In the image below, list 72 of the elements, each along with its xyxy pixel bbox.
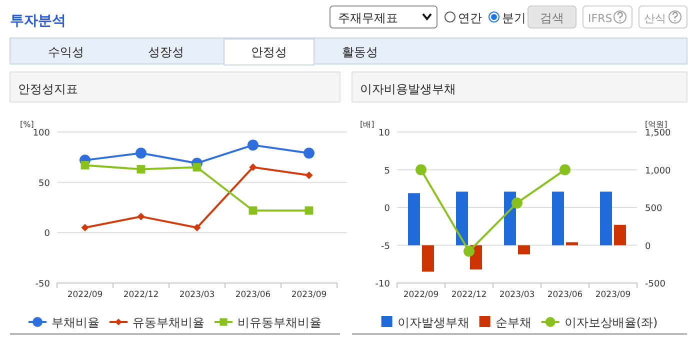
bar [456,192,468,246]
y2-tick-label: 1,000 [645,166,672,176]
x-tick-label: 2023/09 [595,290,631,300]
x-tick-label: 2022/12 [451,290,487,300]
y-axis-title: [배] [360,120,374,129]
x-tick-label: 2022/12 [123,290,159,300]
point [80,161,90,170]
x-tick-label: 2022/09 [67,290,103,300]
point [305,171,313,180]
text: 검색 [540,11,564,25]
x-tick-label: 2023/03 [179,290,215,300]
bar [600,192,612,246]
x-tick-label: 2023/09 [291,290,327,300]
chart-title: 이자비용발생부채 [360,82,456,96]
y-tick-label: 0 [384,204,390,214]
y2-tick-label: 500 [645,204,662,214]
y-tick-label: 0 [44,229,50,240]
y-tick-label: -50 [35,280,50,290]
text: 안정성 [251,45,287,59]
point [248,206,258,215]
point [512,197,522,208]
point [248,140,258,151]
bar [518,245,530,254]
bar [614,224,626,246]
point [81,224,89,232]
text: 분기 [502,11,526,25]
point [304,148,314,159]
text: 산식 [644,12,666,25]
text: IFRS [588,12,612,25]
legend-label: 이자발생부채 [397,316,470,330]
bar [566,242,578,246]
bar [422,245,434,272]
y2-tick-label: 0 [645,242,651,252]
text: 주재무제표 [338,11,398,25]
bar [408,193,420,246]
text: 투자분석 [10,13,66,29]
x-tick-label: 2023/06 [235,290,271,300]
text: 수익성 [48,45,84,59]
legend-label: 이자보상배율(좌) [564,316,658,330]
y-tick-label: 10 [378,128,390,138]
legend-label: 비유동부채비율 [238,316,322,330]
y-tick-label: -5 [381,242,390,252]
point [192,163,202,172]
chart-title: 안정성지표 [18,82,78,96]
x-tick-label: 2023/03 [499,290,535,300]
x-tick-label: 2023/06 [547,290,583,300]
text: 성장성 [148,45,184,59]
text: 연간 [458,11,482,25]
point [304,206,314,215]
point [136,148,146,159]
legend-label: 부채비율 [52,316,100,330]
y2-tick-label: -500 [645,280,666,290]
bar [504,192,516,246]
y-tick-label: 50 [38,178,50,189]
text: 활동성 [342,45,378,59]
bar [552,192,564,246]
point [137,212,145,220]
point [560,164,570,176]
x-tick-label: 2022/09 [403,290,439,300]
y-tick-label: 100 [32,128,50,138]
point [416,164,426,176]
y2-axis-title: [억원] [645,120,668,129]
point [193,224,201,232]
point [136,165,146,174]
y-axis-title: [%] [20,120,34,129]
y-tick-label: -10 [375,280,390,290]
y-tick-label: 5 [384,166,390,176]
legend-label: 순부채 [495,316,532,330]
point [249,163,257,172]
legend-label: 유동부채비율 [132,316,204,330]
point [464,246,474,257]
y2-tick-label: 1,500 [645,128,672,138]
